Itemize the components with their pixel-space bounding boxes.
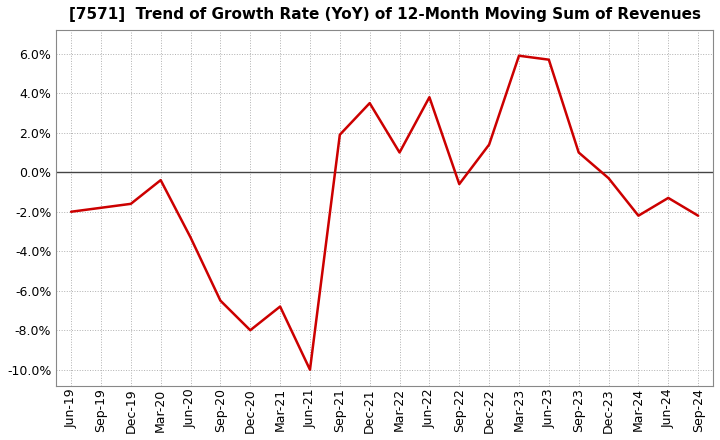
Title: [7571]  Trend of Growth Rate (YoY) of 12-Month Moving Sum of Revenues: [7571] Trend of Growth Rate (YoY) of 12-… bbox=[68, 7, 701, 22]
